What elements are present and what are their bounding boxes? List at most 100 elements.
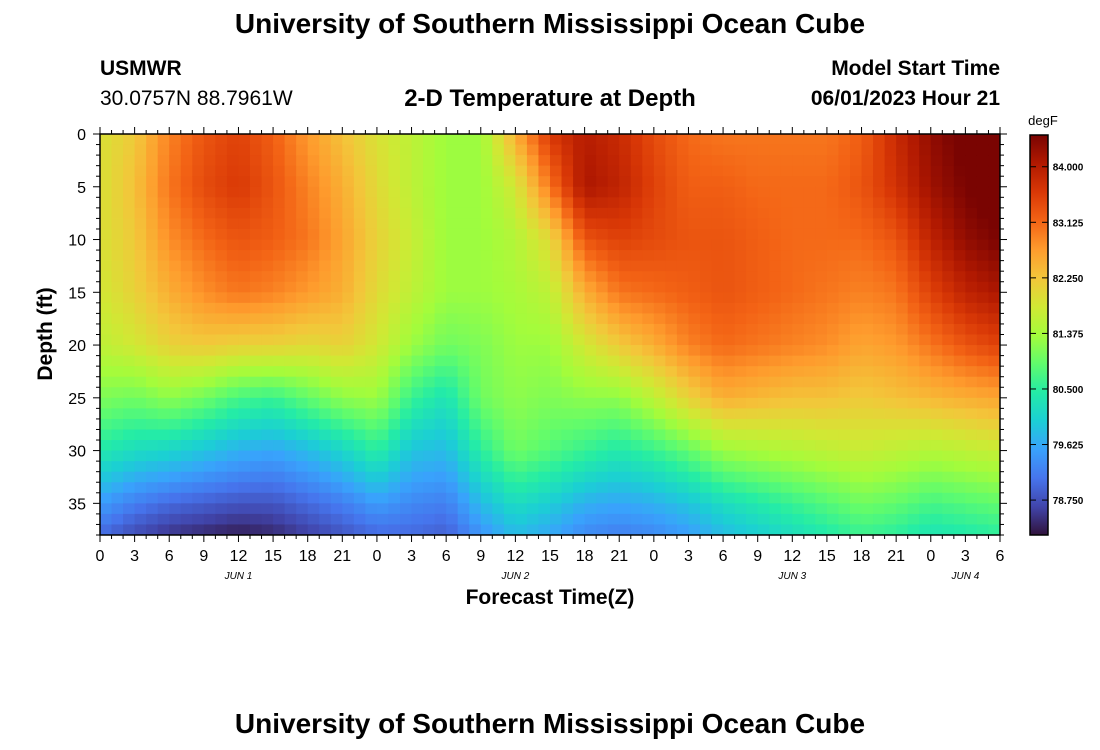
heatmap-cell: [365, 228, 378, 241]
heatmap-cell: [803, 461, 816, 473]
heatmap-cell: [423, 323, 436, 336]
heatmap-cell: [642, 408, 655, 420]
y-axis-label: Depth (ft): [34, 287, 57, 380]
heatmap-cell: [561, 165, 574, 177]
heatmap-cell: [584, 176, 597, 188]
heatmap-cell: [261, 281, 274, 293]
heatmap-cell: [400, 134, 413, 146]
heatmap-cell: [469, 418, 482, 431]
heatmap-cell: [446, 503, 459, 515]
heatmap-cell: [250, 271, 263, 283]
heatmap-cell: [700, 271, 713, 283]
heatmap-cell: [400, 492, 413, 504]
heatmap-cell: [780, 376, 793, 388]
heatmap-cell: [746, 186, 759, 198]
x-tick-label: 9: [476, 548, 485, 565]
heatmap-cell: [238, 503, 251, 515]
heatmap-cell: [919, 524, 932, 535]
heatmap-cell: [123, 461, 136, 473]
heatmap-cell: [907, 144, 920, 156]
heatmap-cell: [792, 492, 805, 504]
heatmap-cell: [434, 197, 447, 209]
heatmap-cell: [169, 218, 182, 230]
heatmap-cell: [157, 397, 170, 409]
heatmap-cell: [607, 524, 620, 535]
heatmap-cell: [630, 355, 643, 367]
heatmap-cell: [919, 134, 932, 146]
heatmap-cell: [803, 292, 816, 304]
heatmap-cell: [100, 387, 113, 399]
heatmap-cell: [838, 207, 851, 220]
heatmap-cell: [192, 186, 205, 198]
heatmap-cell: [723, 228, 736, 241]
heatmap-cell: [376, 250, 390, 262]
heatmap-cell: [896, 239, 909, 251]
heatmap-cell: [930, 250, 943, 262]
heatmap-cell: [480, 513, 493, 526]
heatmap-cell: [157, 513, 170, 526]
heatmap-cell: [365, 271, 378, 283]
heatmap-cell: [676, 134, 690, 146]
heatmap-cell: [388, 513, 401, 526]
heatmap-cell: [896, 165, 909, 177]
heatmap-cell: [503, 207, 516, 220]
heatmap-cell: [746, 376, 759, 388]
heatmap-cell: [434, 144, 447, 156]
heatmap-cell: [319, 207, 332, 220]
heatmap-cell: [203, 450, 216, 462]
heatmap-cell: [838, 271, 851, 283]
heatmap-cell: [423, 218, 436, 230]
heatmap-cell: [469, 440, 482, 452]
heatmap-cell: [653, 397, 666, 409]
heatmap-cell: [203, 524, 216, 535]
heatmap-cell: [353, 155, 366, 167]
heatmap-cell: [307, 302, 320, 314]
heatmap-cell: [723, 207, 736, 220]
heatmap-cell: [469, 207, 482, 220]
heatmap-cell: [123, 366, 136, 378]
heatmap-cell: [907, 176, 920, 188]
heatmap-cell: [134, 323, 147, 336]
heatmap-cell: [203, 355, 216, 367]
heatmap-cell: [653, 366, 666, 378]
heatmap-cell: [619, 503, 632, 515]
heatmap-cell: [423, 186, 436, 198]
heatmap-cell: [803, 376, 816, 388]
heatmap-cell: [688, 197, 701, 209]
heatmap-cell: [596, 513, 609, 526]
heatmap-cell: [123, 492, 136, 504]
heatmap-cell: [907, 292, 920, 304]
heatmap-cell: [515, 292, 528, 304]
heatmap-cell: [307, 471, 320, 483]
heatmap-cell: [838, 281, 851, 293]
heatmap-cell: [203, 492, 216, 504]
heatmap-cell: [250, 429, 263, 441]
heatmap-cell: [261, 207, 274, 220]
heatmap-cell: [930, 440, 943, 452]
heatmap-cell: [503, 482, 516, 494]
heatmap-cell: [123, 197, 136, 209]
heatmap-cell: [480, 482, 493, 494]
heatmap-cell: [134, 292, 147, 304]
heatmap-cell: [584, 207, 597, 220]
x-date-label: JUN 1: [224, 571, 253, 582]
heatmap-cell: [446, 186, 459, 198]
heatmap-cell: [192, 387, 205, 399]
heatmap-cell: [711, 503, 724, 515]
heatmap-cell: [676, 323, 690, 336]
heatmap-cell: [596, 440, 609, 452]
heatmap-cell: [630, 397, 643, 409]
heatmap-cell: [238, 134, 251, 146]
heatmap-cell: [653, 302, 666, 314]
heatmap-cell: [792, 239, 805, 251]
heatmap-cell: [873, 228, 886, 241]
heatmap-cell: [100, 376, 113, 388]
heatmap-cell: [930, 366, 943, 378]
heatmap-cell: [250, 207, 263, 220]
heatmap-cell: [700, 250, 713, 262]
heatmap-cell: [919, 302, 932, 314]
model-start-label: Model Start Time: [831, 57, 1000, 80]
heatmap-cell: [953, 260, 966, 272]
heatmap-cell: [803, 302, 816, 314]
heatmap-cell: [953, 355, 966, 367]
